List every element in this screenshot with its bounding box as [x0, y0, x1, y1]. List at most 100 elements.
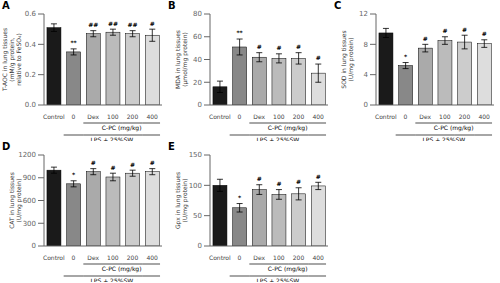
svg-text:Dex: Dex — [253, 254, 265, 261]
svg-text:100: 100 — [439, 113, 451, 120]
svg-text:1200: 1200 — [18, 151, 36, 159]
svg-text:Control: Control — [209, 113, 231, 120]
svg-text:Control: Control — [209, 254, 231, 261]
svg-text:300: 300 — [23, 220, 36, 228]
svg-text:0.0: 0.0 — [25, 101, 36, 109]
svg-text:0: 0 — [32, 242, 36, 250]
svg-text:LPS + 25%SW: LPS + 25%SW — [256, 277, 299, 282]
html-text:A: A — [2, 0, 10, 11]
svg-text:100: 100 — [273, 113, 285, 120]
svg-text:0: 0 — [238, 254, 242, 261]
svg-text:100: 100 — [107, 113, 119, 120]
svg-text:(U/mg protein): (U/mg protein) — [347, 38, 355, 82]
svg-text:0: 0 — [198, 242, 202, 250]
svg-text:(U/mg protein): (U/mg protein) — [181, 179, 189, 223]
svg-text:#: # — [316, 173, 321, 180]
svg-text:400: 400 — [312, 254, 324, 261]
svg-text:0: 0 — [72, 254, 76, 261]
svg-text:##: ## — [128, 21, 138, 28]
svg-text:C-PC (mg/kg): C-PC (mg/kg) — [268, 124, 308, 132]
svg-text:100: 100 — [107, 254, 119, 261]
svg-text:50: 50 — [193, 212, 202, 220]
svg-text:##: ## — [108, 20, 118, 27]
svg-text:Control: Control — [43, 113, 65, 120]
svg-text:200: 200 — [459, 113, 471, 120]
svg-text:#: # — [316, 54, 321, 61]
svg-text:0.6: 0.6 — [25, 10, 37, 18]
svg-text:#: # — [110, 164, 115, 171]
svg-text:C-PC (mg/kg): C-PC (mg/kg) — [102, 265, 142, 273]
svg-text:(U/mg protein): (U/mg protein) — [15, 179, 23, 223]
svg-text:0: 0 — [238, 113, 242, 120]
svg-text:#: # — [296, 43, 301, 50]
svg-text:0: 0 — [364, 101, 368, 109]
svg-text:80: 80 — [193, 10, 202, 18]
svg-text:100: 100 — [189, 182, 202, 190]
svg-text:60: 60 — [193, 33, 202, 41]
svg-text:#: # — [91, 159, 96, 166]
svg-text:**: ** — [236, 29, 243, 36]
svg-text:#: # — [150, 20, 155, 27]
svg-text:Gpx in lung tissues: Gpx in lung tissues — [173, 171, 181, 230]
svg-text:**: ** — [70, 39, 77, 46]
svg-text:LPS + 25%SW: LPS + 25%SW — [256, 136, 299, 141]
svg-text:relative to FeSO₄): relative to FeSO₄) — [15, 33, 22, 86]
svg-text:#: # — [442, 27, 447, 34]
svg-text:400: 400 — [312, 113, 324, 120]
svg-text:8: 8 — [364, 41, 368, 49]
html-text:B: B — [168, 0, 176, 11]
svg-text:Dex: Dex — [87, 113, 99, 120]
svg-text:200: 200 — [127, 254, 139, 261]
svg-text:*: * — [238, 194, 242, 201]
svg-text:0.2: 0.2 — [25, 71, 36, 79]
svg-text:#: # — [276, 44, 281, 51]
svg-text:4: 4 — [364, 71, 369, 79]
svg-text:#: # — [276, 180, 281, 187]
svg-text:##: ## — [88, 21, 98, 28]
svg-text:#: # — [257, 175, 262, 182]
svg-text:0.4: 0.4 — [25, 41, 37, 49]
svg-text:#: # — [150, 159, 155, 166]
svg-text:400: 400 — [146, 254, 158, 261]
svg-text:200: 200 — [293, 113, 305, 120]
svg-text:#: # — [462, 26, 467, 33]
svg-text:Control: Control — [375, 113, 397, 120]
html-text:E: E — [168, 141, 175, 152]
svg-text:#: # — [423, 35, 428, 42]
svg-text:0: 0 — [198, 101, 202, 109]
svg-text:C-PC (mg/kg): C-PC (mg/kg) — [102, 124, 142, 132]
svg-text:#: # — [257, 43, 262, 50]
svg-text:C-PC (mg/kg): C-PC (mg/kg) — [268, 265, 308, 273]
svg-text:#: # — [482, 30, 487, 37]
svg-text:200: 200 — [127, 113, 139, 120]
svg-text:LPS + 25%SW: LPS + 25%SW — [90, 277, 133, 282]
svg-text:*: * — [404, 53, 408, 60]
svg-text:100: 100 — [273, 254, 285, 261]
svg-text:Dex: Dex — [253, 113, 265, 120]
svg-text:C-PC (mg/kg): C-PC (mg/kg) — [434, 124, 474, 132]
svg-text:SOD in lung tissues: SOD in lung tissues — [339, 30, 347, 89]
html-text:D: D — [2, 141, 11, 152]
html-text:C: C — [334, 0, 342, 11]
svg-text:0: 0 — [72, 113, 76, 120]
svg-text:LPS + 25%SW: LPS + 25%SW — [90, 136, 133, 141]
svg-text:200: 200 — [293, 254, 305, 261]
svg-text:20: 20 — [193, 79, 202, 87]
svg-text:900: 900 — [23, 174, 36, 182]
svg-text:Dex: Dex — [87, 254, 99, 261]
svg-text:(μmol/mg protein): (μmol/mg protein) — [181, 32, 189, 87]
svg-text:400: 400 — [478, 113, 490, 120]
svg-text:LPS + 25%SW: LPS + 25%SW — [422, 136, 465, 141]
svg-text:40: 40 — [193, 56, 202, 64]
svg-text:12: 12 — [359, 10, 368, 18]
svg-text:150: 150 — [189, 151, 202, 159]
svg-text:0: 0 — [404, 113, 408, 120]
svg-text:Control: Control — [43, 254, 65, 261]
svg-text:400: 400 — [146, 113, 158, 120]
svg-text:*: * — [72, 171, 76, 178]
svg-text:#: # — [296, 178, 301, 185]
svg-text:600: 600 — [23, 197, 36, 205]
svg-text:#: # — [130, 161, 135, 168]
svg-text:MDA in lung tissues: MDA in lung tissues — [173, 30, 181, 89]
svg-text:Dex: Dex — [419, 113, 431, 120]
